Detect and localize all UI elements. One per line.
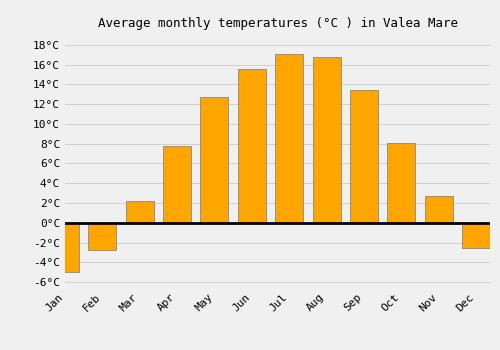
Bar [388,143,415,223]
Bar [275,54,303,223]
Bar [163,146,191,223]
Bar [462,223,490,248]
Bar [51,223,79,272]
Bar [200,97,228,223]
Title: Average monthly temperatures (°C ) in Valea Mare: Average monthly temperatures (°C ) in Va… [98,17,458,30]
Bar [350,90,378,223]
Bar [238,69,266,223]
Bar [312,57,340,223]
Bar [126,201,154,223]
Bar [424,196,452,223]
Bar [88,223,117,251]
